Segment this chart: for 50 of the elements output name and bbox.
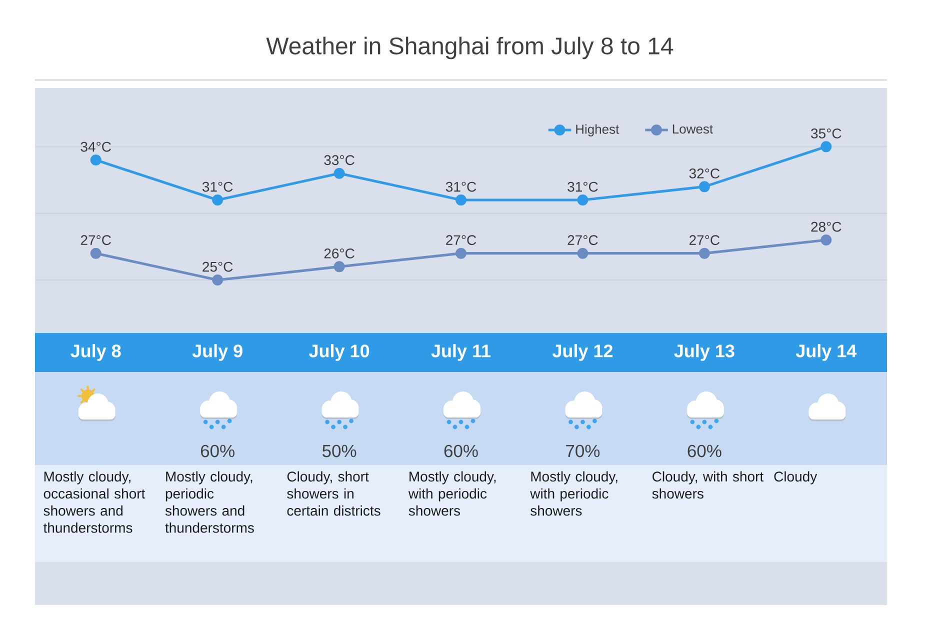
legend-label: Lowest (672, 124, 713, 134)
data-label: 27°C (80, 235, 111, 246)
data-label: 26°C (324, 248, 354, 258)
point (334, 261, 345, 272)
point (90, 154, 102, 166)
data-label: 32°C (689, 168, 720, 178)
data-label: 34°C (80, 142, 111, 152)
x-tick-label: July 10 (309, 344, 370, 361)
data-label: 31°C (446, 182, 476, 192)
data-label: 27°C (568, 235, 598, 246)
data-label: 27°C (446, 235, 476, 246)
text: 70% (566, 444, 600, 458)
text: Mostly cloudy, with periodic showers (408, 471, 496, 516)
point (456, 194, 467, 206)
point (90, 248, 102, 259)
text: Cloudy (774, 471, 818, 484)
data-label: 31°C (202, 182, 233, 192)
text: 60% (200, 444, 234, 458)
x-tick-label: July 14 (796, 344, 857, 361)
text: Mostly cloudy, with periodic showers (530, 471, 618, 516)
chart-title: Weather in Shanghai from July 8 to 14 (266, 36, 674, 60)
text: Cloudy, short showers in certain districts (287, 471, 380, 516)
x-tick-label: July 13 (674, 344, 734, 361)
data-label: 33°C (324, 155, 354, 166)
data-label: 28°C (811, 222, 842, 232)
point (698, 248, 710, 259)
point (820, 234, 832, 246)
x-tick-label: July 11 (431, 344, 491, 361)
data-label: 31°C (568, 182, 598, 192)
text: Cloudy, with short showers (652, 471, 764, 499)
text: 50% (322, 444, 356, 458)
point (456, 248, 467, 259)
x-tick-label: July 12 (552, 344, 612, 361)
x-tick-label: July 9 (192, 344, 242, 361)
data-label: 27°C (690, 235, 720, 246)
text: 60% (444, 444, 478, 458)
point (212, 274, 224, 286)
point (334, 168, 345, 179)
x-tick-label: July 8 (70, 344, 121, 361)
point (820, 141, 832, 152)
text: Mostly cloudy, periodic showers and thunderstorms (165, 471, 254, 533)
text: 60% (688, 444, 722, 458)
point (577, 194, 588, 206)
text: Mostly cloudy, occasional short showers and thunderstorms (43, 471, 146, 533)
point (212, 194, 224, 206)
point (577, 248, 588, 259)
data-label: 25°C (202, 262, 233, 272)
data-label: 35°C (811, 128, 842, 138)
point (698, 181, 710, 192)
legend-label: Highest (576, 124, 620, 136)
